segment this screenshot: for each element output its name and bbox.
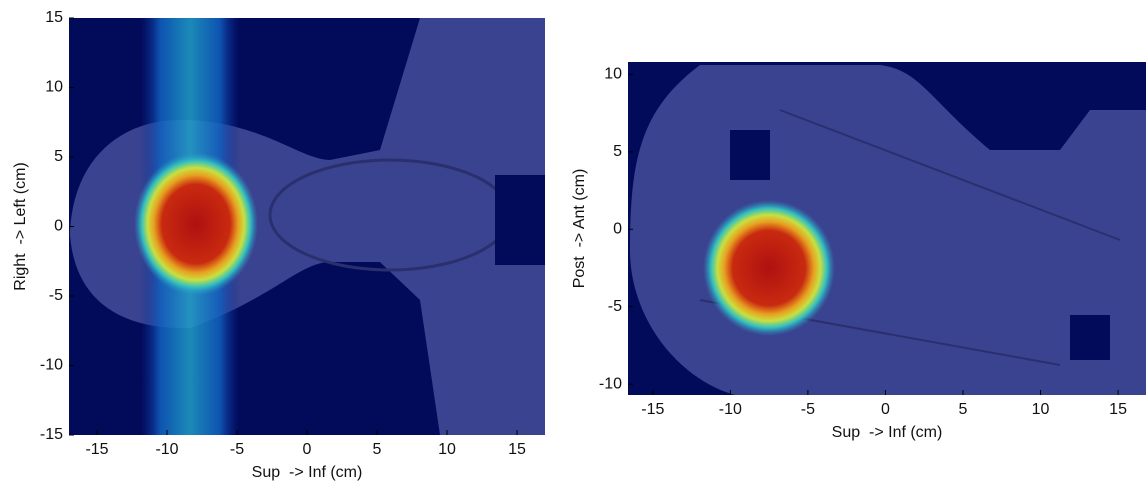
x-tick-label: 0 xyxy=(881,401,890,418)
x-tick-label: -5 xyxy=(801,401,815,418)
y-tick-label: -10 xyxy=(40,357,63,374)
x-tick-label: 0 xyxy=(303,441,312,458)
x-tick-label: -10 xyxy=(719,401,742,418)
y-tick-label: 5 xyxy=(613,143,622,160)
y-tick-label: 10 xyxy=(45,79,63,96)
y-tick-label: 10 xyxy=(604,66,622,83)
y-tick-label: 0 xyxy=(613,220,622,237)
x-tick-label: -15 xyxy=(85,441,108,458)
y-tick-label: 0 xyxy=(54,218,63,235)
y-tick-label: 5 xyxy=(54,148,63,165)
image-right xyxy=(628,62,1146,395)
x-tick-label: -5 xyxy=(230,441,244,458)
x-tick-label: 5 xyxy=(959,401,968,418)
x-tick-label: 5 xyxy=(373,441,382,458)
x-axis-label: Sup -> Inf (cm) xyxy=(252,464,363,481)
x-tick-label: 10 xyxy=(438,441,456,458)
y-axis-label: Right -> Left (cm) xyxy=(12,162,29,290)
x-tick-label: 10 xyxy=(1032,401,1050,418)
x-tick-label: -15 xyxy=(641,401,664,418)
x-tick-label: 15 xyxy=(508,441,526,458)
x-tick-label: -10 xyxy=(155,441,178,458)
y-axis-label: Post -> Ant (cm) xyxy=(571,169,588,289)
image-left xyxy=(69,18,545,435)
x-axis-label: Sup -> Inf (cm) xyxy=(832,424,943,441)
x-tick-label: 15 xyxy=(1109,401,1127,418)
y-tick-label: 15 xyxy=(45,9,63,26)
y-tick-label: -5 xyxy=(608,298,622,315)
y-tick-label: -15 xyxy=(40,426,63,443)
y-tick-label: -5 xyxy=(49,287,63,304)
y-tick-label: -10 xyxy=(599,375,622,392)
